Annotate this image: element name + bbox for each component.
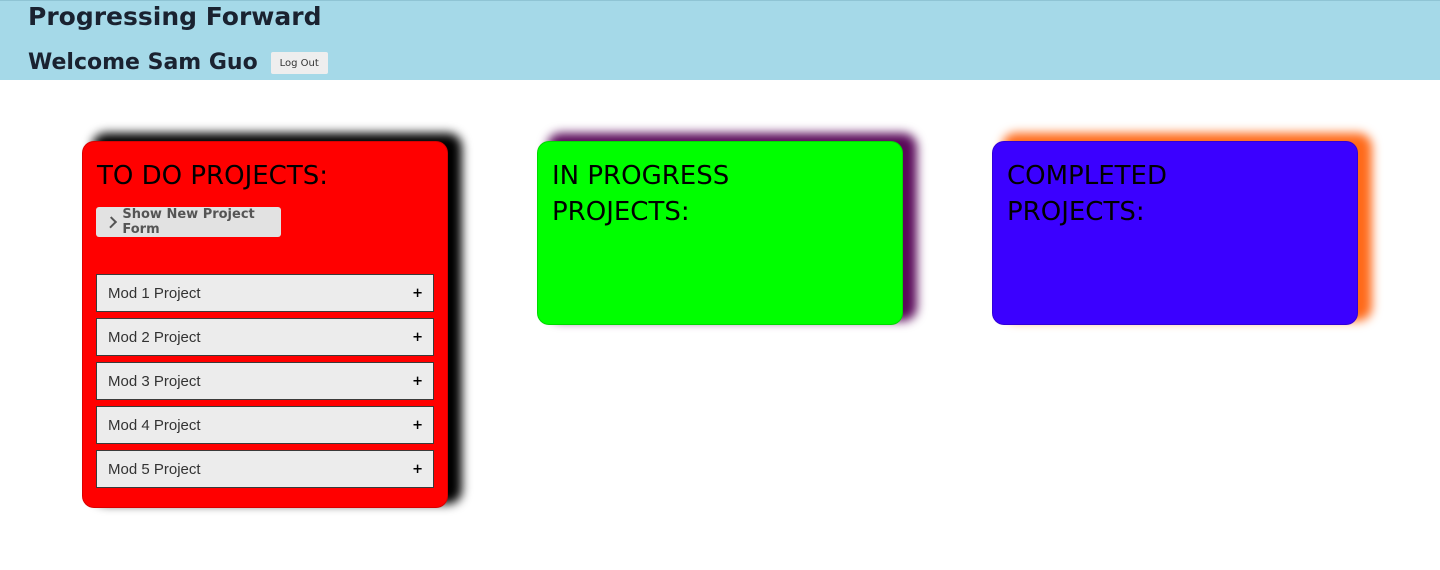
project-name: Mod 5 Project [108,460,201,478]
welcome-text: Welcome Sam Guo [28,50,258,75]
project-name: Mod 4 Project [108,416,201,434]
project-name: Mod 3 Project [108,372,201,390]
project-item[interactable]: Mod 3 Project + [96,362,434,400]
plus-icon[interactable]: + [412,417,423,433]
project-item[interactable]: Mod 2 Project + [96,318,434,356]
plus-icon[interactable]: + [412,329,423,345]
show-form-label: Show New Project Form [122,207,255,237]
plus-icon[interactable]: + [412,373,423,389]
project-item[interactable]: Mod 1 Project + [96,274,434,312]
project-name: Mod 1 Project [108,284,201,302]
todo-project-list: Mod 1 Project + Mod 2 Project + Mod 3 Pr… [96,274,434,494]
todo-column-title: TO DO PROJECTS: [97,161,328,191]
plus-icon[interactable]: + [412,461,423,477]
logout-button[interactable]: Log Out [270,52,328,74]
show-new-project-form-button[interactable]: Show New Project Form [96,207,281,237]
project-name: Mod 2 Project [108,328,201,346]
chevron-right-icon [105,215,118,229]
in-progress-column-title: IN PROGRESS PROJECTS: [552,161,730,227]
top-header: Progressing Forward Welcome Sam Guo Log … [0,0,1440,80]
completed-column-title: COMPLETED PROJECTS: [1007,161,1167,227]
app-title: Progressing Forward [28,2,322,31]
welcome-row: Welcome Sam Guo Log Out [28,48,328,78]
plus-icon[interactable]: + [412,285,423,301]
project-item[interactable]: Mod 5 Project + [96,450,434,488]
in-progress-projects-column: IN PROGRESS PROJECTS: [537,141,903,325]
todo-projects-column: TO DO PROJECTS: Show New Project Form Mo… [82,141,448,508]
project-item[interactable]: Mod 4 Project + [96,406,434,444]
completed-projects-column: COMPLETED PROJECTS: [992,141,1358,325]
